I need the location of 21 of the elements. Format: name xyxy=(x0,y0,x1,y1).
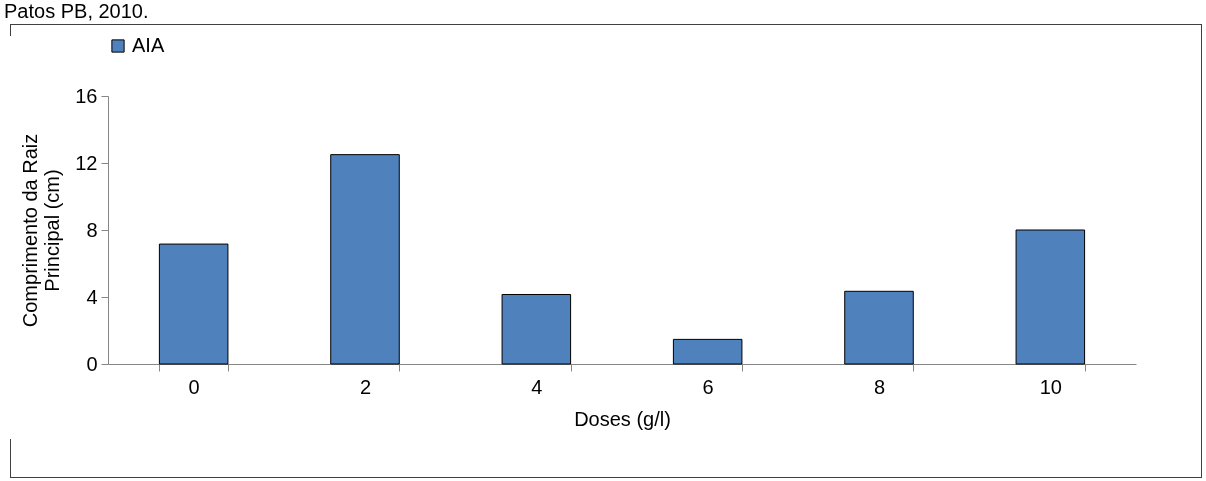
y-axis-title: Comprimento da Raiz Principal (cm) xyxy=(19,133,64,328)
x-tick-label: 4 xyxy=(531,375,543,398)
bar xyxy=(501,293,572,365)
x-tick-label: 2 xyxy=(359,375,372,398)
bar xyxy=(844,290,914,365)
x-axis-title: Doses (g/l) xyxy=(574,407,671,430)
y-tick-label: 12 xyxy=(75,151,98,174)
bar xyxy=(158,243,229,365)
x-tick-label: 0 xyxy=(188,375,200,398)
bar xyxy=(330,154,400,365)
x-tick-label: 10 xyxy=(1039,375,1062,398)
x-tick-label: 8 xyxy=(873,375,886,398)
bar xyxy=(1015,229,1086,365)
bar xyxy=(672,338,743,365)
x-tick-label: 6 xyxy=(702,375,714,398)
legend-label: AIA xyxy=(132,34,165,56)
y-tick-label: 16 xyxy=(75,84,98,107)
y-tick-label: 0 xyxy=(86,352,98,375)
y-tick-label: 4 xyxy=(86,285,98,308)
text: Patos PB, 2010. xyxy=(4,0,149,22)
y-tick-label: 8 xyxy=(86,218,98,241)
